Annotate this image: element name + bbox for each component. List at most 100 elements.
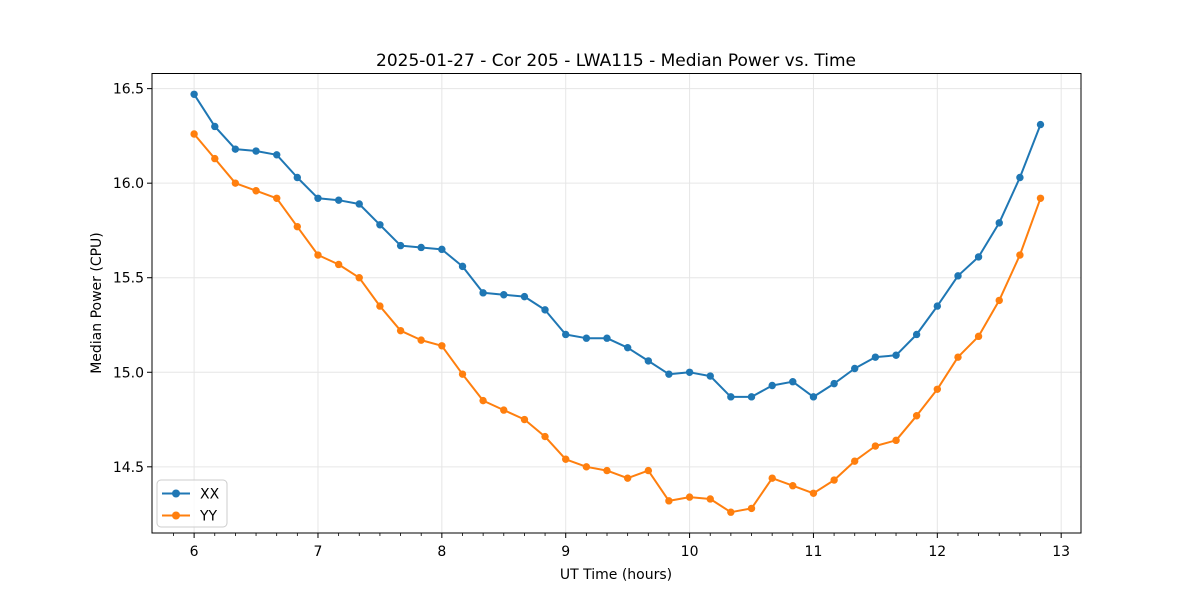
legend-marker-YY <box>172 511 180 520</box>
data-point-YY <box>1016 251 1024 259</box>
data-point-YY <box>727 508 735 516</box>
data-point-YY <box>809 489 818 497</box>
data-point-YY <box>912 412 921 420</box>
data-point-YY <box>293 222 301 231</box>
data-point-YY <box>273 194 281 203</box>
data-point-XX <box>376 221 384 229</box>
data-point-YY <box>479 396 487 405</box>
data-point-XX <box>273 151 281 159</box>
data-point-YY <box>582 463 591 471</box>
y-tick-label: 15.5 <box>113 271 144 287</box>
data-point-XX <box>1036 120 1045 129</box>
data-point-XX <box>830 379 838 388</box>
x-tick-label: 6 <box>190 544 199 560</box>
data-point-XX <box>644 357 653 365</box>
data-point-YY <box>1036 194 1045 203</box>
data-point-YY <box>603 466 611 475</box>
data-point-XX <box>850 364 859 373</box>
data-point-XX <box>912 330 921 339</box>
x-tick-label: 7 <box>314 544 323 560</box>
data-point-YY <box>438 342 446 350</box>
chart-title: 2025-01-27 - Cor 205 - LWA115 - Median P… <box>376 51 856 71</box>
data-point-YY <box>623 474 632 482</box>
data-point-XX <box>727 393 735 401</box>
data-point-XX <box>314 194 322 203</box>
data-point-XX <box>954 272 962 280</box>
data-point-YY <box>541 432 549 441</box>
data-point-XX <box>768 381 776 390</box>
data-point-XX <box>520 292 529 301</box>
x-tick-label: 12 <box>928 544 946 560</box>
data-point-XX <box>974 253 983 261</box>
data-point-YY <box>830 476 838 484</box>
data-point-YY <box>871 442 880 450</box>
data-point-YY <box>334 260 343 269</box>
data-point-XX <box>438 245 446 254</box>
data-point-YY <box>768 474 776 482</box>
data-point-XX <box>500 291 508 299</box>
data-point-YY <box>520 415 529 424</box>
data-point-XX <box>892 351 900 359</box>
series-line-YY <box>193 133 1042 514</box>
data-point-XX <box>747 393 756 401</box>
data-point-XX <box>334 196 343 204</box>
data-point-YY <box>747 504 756 513</box>
x-axis-label: UT Time (hours) <box>560 567 672 583</box>
data-point-XX <box>665 370 673 378</box>
data-point-XX <box>623 343 632 352</box>
data-point-YY <box>396 326 405 335</box>
data-point-XX <box>562 330 570 339</box>
legend: XX YY <box>156 479 228 528</box>
data-point-XX <box>995 219 1003 227</box>
data-point-XX <box>458 262 467 271</box>
data-point-XX <box>603 334 611 342</box>
data-point-XX <box>789 378 797 386</box>
data-point-XX <box>355 200 363 208</box>
plot-frame <box>151 73 1082 534</box>
x-tick-label: 11 <box>805 544 823 560</box>
data-point-XX <box>685 368 694 376</box>
data-point-XX <box>479 289 487 297</box>
data-point-XX <box>396 241 405 250</box>
data-point-YY <box>933 385 942 393</box>
data-point-YY <box>231 179 240 187</box>
data-point-XX <box>933 302 942 310</box>
data-point-YY <box>644 466 653 475</box>
data-point-YY <box>850 457 859 465</box>
data-point-XX <box>809 393 818 401</box>
y-axis-label: Median Power (CPU) <box>89 232 105 374</box>
series-layer <box>190 90 1045 516</box>
data-point-XX <box>417 243 425 252</box>
data-point-YY <box>314 251 322 259</box>
y-tick-label: 15.0 <box>113 365 144 381</box>
data-point-YY <box>995 296 1003 305</box>
data-point-YY <box>376 302 384 310</box>
data-point-XX <box>252 147 260 155</box>
data-point-XX <box>190 90 198 99</box>
data-point-YY <box>562 455 570 463</box>
data-point-YY <box>665 497 673 505</box>
data-point-YY <box>685 493 694 501</box>
y-tick-label: 16.0 <box>113 176 144 192</box>
data-point-YY <box>190 130 198 138</box>
data-point-XX <box>1016 173 1024 182</box>
y-tick-label: 16.5 <box>113 82 144 98</box>
x-tick-label: 13 <box>1052 544 1070 560</box>
data-point-XX <box>231 145 240 153</box>
data-point-YY <box>252 187 260 195</box>
data-point-XX <box>871 353 880 361</box>
data-point-YY <box>974 332 983 341</box>
axes-layer: 14.5 15.0 15.5 16.0 16.5 6 7 8 9 10 11 12 13 <box>113 73 1082 560</box>
x-tick-label: 8 <box>437 544 446 560</box>
legend-marker-XX <box>172 489 180 498</box>
grid-layer <box>152 73 1081 533</box>
data-point-XX <box>293 173 301 182</box>
data-point-XX <box>706 372 714 380</box>
data-point-YY <box>458 370 467 378</box>
data-point-YY <box>789 482 797 490</box>
data-point-YY <box>211 154 219 163</box>
data-point-YY <box>417 336 425 344</box>
data-point-YY <box>892 436 900 445</box>
legend-label-YY: YY <box>199 509 218 525</box>
